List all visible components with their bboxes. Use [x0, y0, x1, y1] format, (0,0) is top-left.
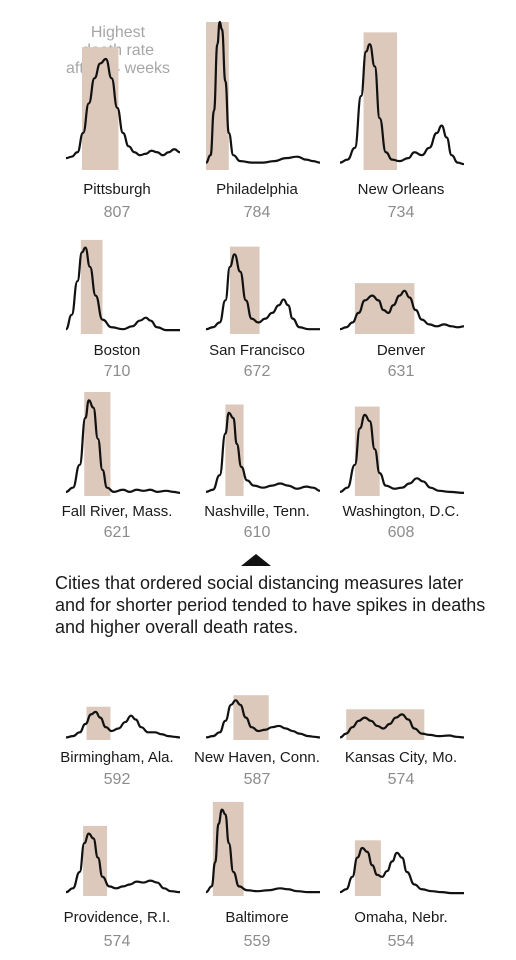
distancing-period-band — [225, 404, 244, 496]
city-name-label: Washington, D.C. — [343, 503, 460, 520]
distancing-period-band — [86, 706, 111, 740]
death-rate-curve — [205, 808, 320, 894]
city-panel: Baltimore 559 — [205, 801, 320, 950]
city-panel: Washington, D.C. 608 — [339, 406, 465, 541]
city-panel: Kansas City, Mo. 574 — [339, 709, 465, 788]
death-rate-value: 807 — [104, 204, 131, 221]
death-rate-value: 574 — [104, 933, 131, 950]
figure-caption: Cities that ordered social distancing me… — [55, 573, 486, 637]
city-panel: Omaha, Nebr. 554 — [339, 840, 464, 950]
death-rate-curve — [65, 57, 181, 160]
up-arrow-icon — [241, 554, 271, 566]
death-rate-curve — [205, 699, 321, 739]
distancing-period-band — [363, 32, 398, 170]
city-panel: New Haven, Conn. 587 — [194, 695, 321, 788]
death-rate-value: 672 — [244, 363, 271, 380]
death-rate-value: 608 — [388, 524, 415, 541]
city-name-label: Nashville, Tenn. — [204, 503, 310, 520]
city-panel: San Francisco 672 — [205, 246, 320, 380]
city-panel: Philadelphia 784 — [205, 20, 321, 221]
city-name-label: Boston — [94, 342, 141, 359]
death-rate-value: 574 — [388, 771, 415, 788]
distancing-period-band — [354, 840, 381, 896]
death-rate-curve — [205, 411, 321, 493]
death-rate-value: 554 — [388, 933, 415, 950]
distancing-period-band — [84, 392, 111, 496]
death-rate-curve — [65, 246, 180, 332]
city-name-label: Philadelphia — [216, 181, 298, 198]
death-rate-curve — [65, 710, 181, 739]
death-rate-curve — [205, 20, 321, 164]
death-rate-value: 621 — [104, 524, 131, 541]
city-panel: Fall River, Mass. 621 — [62, 392, 181, 541]
city-panel: Denver 631 — [339, 283, 465, 380]
death-rate-value: 710 — [104, 363, 131, 380]
city-name-label: San Francisco — [209, 342, 305, 359]
city-panel: Pittsburgh 807 — [65, 47, 181, 221]
city-name-label: Baltimore — [225, 909, 288, 926]
death-rate-value: 631 — [388, 363, 415, 380]
city-name-label: Fall River, Mass. — [62, 503, 173, 520]
death-rate-curve — [65, 832, 181, 894]
death-rate-curve — [339, 713, 465, 739]
city-panel: Birmingham, Ala. 592 — [60, 706, 181, 788]
death-rate-curve — [339, 846, 464, 895]
death-rate-value: 592 — [104, 771, 131, 788]
distancing-period-band — [83, 825, 108, 896]
city-name-label: Denver — [377, 342, 425, 359]
city-panel: Boston 710 — [65, 239, 180, 380]
city-panel: New Orleans 734 — [339, 32, 465, 221]
city-name-label: Pittsburgh — [83, 181, 151, 198]
death-rate-curve — [205, 253, 320, 331]
city-name-label: Providence, R.I. — [64, 909, 171, 926]
death-rate-curve — [65, 399, 181, 494]
city-name-label: Omaha, Nebr. — [354, 909, 447, 926]
death-rate-value: 587 — [244, 771, 271, 788]
city-name-label: Birmingham, Ala. — [60, 749, 173, 766]
death-rate-curve — [339, 413, 465, 494]
death-rate-curve — [339, 43, 465, 166]
city-panel: Nashville, Tenn. 610 — [204, 404, 321, 541]
city-name-label: New Haven, Conn. — [194, 749, 320, 766]
death-rate-value: 734 — [388, 204, 415, 221]
death-rate-value: 610 — [244, 524, 271, 541]
annotation-text-line: Highest — [90, 24, 146, 41]
death-rate-value: 784 — [244, 204, 271, 221]
death-rate-value: 559 — [244, 933, 271, 950]
distancing-period-band — [80, 239, 103, 334]
distancing-period-band — [233, 695, 269, 740]
city-name-label: New Orleans — [358, 181, 445, 198]
city-name-label: Kansas City, Mo. — [345, 749, 457, 766]
death-rate-curve — [339, 289, 465, 331]
city-panel: Providence, R.I. 574 — [64, 825, 181, 950]
distancing-period-band — [212, 801, 244, 896]
